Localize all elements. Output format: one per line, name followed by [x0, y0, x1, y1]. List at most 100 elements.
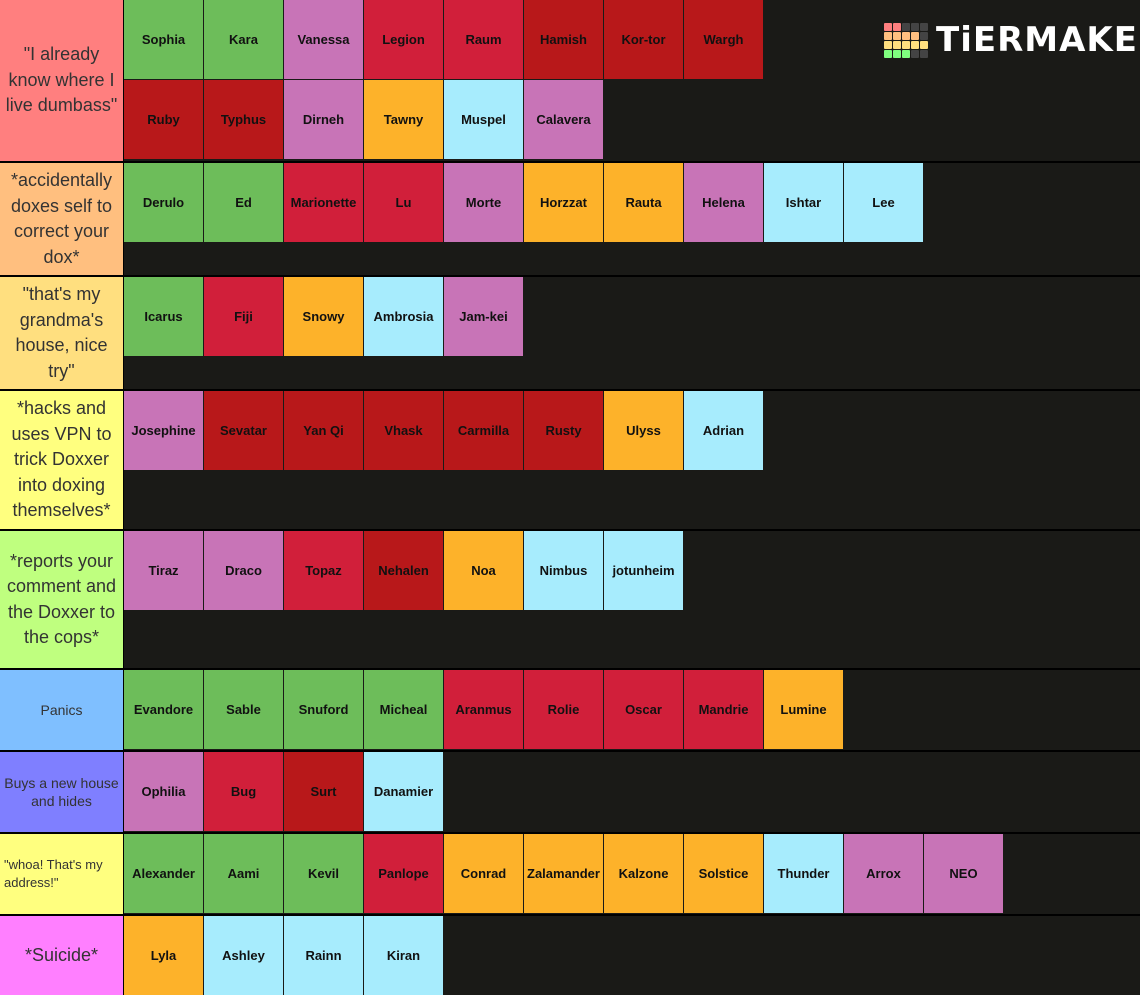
tier-items: Josephine Sevatar Yan Qi Vhask Carmilla Rusty…	[124, 391, 1139, 529]
tier-item: Marionette	[284, 163, 363, 242]
tier-items: Evandore Sable Snuford Micheal Aranmus Rolie O…	[124, 670, 1139, 750]
tier-item: Vanessa	[284, 0, 363, 79]
tier-item: Typhus	[204, 80, 283, 159]
tier-label: *hacks and uses VPN to trick Doxxer into…	[0, 391, 124, 529]
tier-item: Adrian	[684, 391, 763, 470]
tier-item: Aranmus	[444, 670, 523, 749]
tier-item: Wargh	[684, 0, 763, 79]
tier-label: "that's my grandma's house, nice try"	[0, 277, 124, 389]
tier-item: Bug	[204, 752, 283, 831]
tier-item: Topaz	[284, 531, 363, 610]
tier-item: Tawny	[364, 80, 443, 159]
tier-item: Kara	[204, 0, 283, 79]
tier-item: Kiran	[364, 916, 443, 995]
tier-label: Panics	[0, 670, 124, 750]
tier-label: *reports your comment and the Doxxer to …	[0, 531, 124, 668]
logo: TiERMAKER	[884, 20, 1140, 60]
tier-item: Lumine	[764, 670, 843, 749]
tier-item: Rainn	[284, 916, 363, 995]
tier-item: NEO	[924, 834, 1003, 913]
logo-icon	[884, 22, 928, 58]
tier-item: Lu	[364, 163, 443, 242]
tier-item: Jam-kei	[444, 277, 523, 356]
tier-item: Surt	[284, 752, 363, 831]
tier-item: Mandrie	[684, 670, 763, 749]
tier-row: "I already know where I live dumbass" Sop…	[0, 0, 1140, 161]
tier-item: Evandore	[124, 670, 203, 749]
tier-item: Ishtar	[764, 163, 843, 242]
tier-item: Vhask	[364, 391, 443, 470]
tier-items: Lyla Ashley Rainn Kiran	[124, 916, 1139, 995]
tier-label: "whoa! That's my address!"	[0, 834, 124, 914]
tier-row: Panics Evandore Sable Snuford Micheal Aranmus…	[0, 670, 1140, 750]
tier-item: Sable	[204, 670, 283, 749]
tier-item: Hamish	[524, 0, 603, 79]
tier-item: Horzzat	[524, 163, 603, 242]
tier-item: Helena	[684, 163, 763, 242]
tier-item: Ulyss	[604, 391, 683, 470]
tier-item: Sophia	[124, 0, 203, 79]
tier-item: Calavera	[524, 80, 603, 159]
tier-item: Kor-tor	[604, 0, 683, 79]
tier-item: Tiraz	[124, 531, 203, 610]
tier-item: Lyla	[124, 916, 203, 995]
tier-label: *accidentally doxes self to correct your…	[0, 163, 124, 275]
tier-item: Zalamander	[524, 834, 603, 913]
tier-item: Raum	[444, 0, 523, 79]
tier-item: Derulo	[124, 163, 203, 242]
tier-items: Alexander Aami Kevil Panlope Conrad Zalamande…	[124, 834, 1139, 914]
tier-row: *Suicide* Lyla Ashley Rainn Kiran	[0, 916, 1140, 995]
tier-item: Rusty	[524, 391, 603, 470]
tier-item: Nehalen	[364, 531, 443, 610]
tier-item: Fiji	[204, 277, 283, 356]
tier-item: Noa	[444, 531, 523, 610]
tier-item: Snowy	[284, 277, 363, 356]
tier-item: Micheal	[364, 670, 443, 749]
tier-item: Nimbus	[524, 531, 603, 610]
tier-item: Thunder	[764, 834, 843, 913]
tier-item: Draco	[204, 531, 283, 610]
tier-label: *Suicide*	[0, 916, 124, 995]
tier-item: Ed	[204, 163, 283, 242]
tier-label: Buys a new house and hides	[0, 752, 124, 832]
tier-item: Snuford	[284, 670, 363, 749]
tier-row: Buys a new house and hides Ophilia Bug Surt…	[0, 752, 1140, 832]
tier-item: Danamier	[364, 752, 443, 831]
tier-item: Muspel	[444, 80, 523, 159]
tier-item: Panlope	[364, 834, 443, 913]
tier-item: Rolie	[524, 670, 603, 749]
tier-item: Ambrosia	[364, 277, 443, 356]
tier-items: Icarus Fiji Snowy Ambrosia Jam-kei	[124, 277, 1139, 389]
tier-items: Ophilia Bug Surt Danamier	[124, 752, 1139, 832]
tier-item: Solstice	[684, 834, 763, 913]
tier-item: Morte	[444, 163, 523, 242]
tier-item: Ashley	[204, 916, 283, 995]
tier-item: Rauta	[604, 163, 683, 242]
tier-item: Sevatar	[204, 391, 283, 470]
tier-row: "that's my grandma's house, nice try" Ica…	[0, 277, 1140, 389]
tier-item: Carmilla	[444, 391, 523, 470]
tier-item: Oscar	[604, 670, 683, 749]
tier-item: Kalzone	[604, 834, 683, 913]
tier-label: "I already know where I live dumbass"	[0, 0, 124, 161]
tier-item: Dirneh	[284, 80, 363, 159]
tier-item: Conrad	[444, 834, 523, 913]
tier-row: *accidentally doxes self to correct your…	[0, 163, 1140, 275]
tier-item: Aami	[204, 834, 283, 913]
tier-row: "whoa! That's my address!" Alexander Aami K…	[0, 834, 1140, 914]
tier-row: *reports your comment and the Doxxer to …	[0, 531, 1140, 668]
tier-item: Ruby	[124, 80, 203, 159]
tier-item: Kevil	[284, 834, 363, 913]
logo-text: TiERMAKER	[936, 20, 1140, 60]
tier-items: Tiraz Draco Topaz Nehalen Noa Nimbus jotunheim	[124, 531, 1139, 668]
tier-item: Arrox	[844, 834, 923, 913]
tier-item: Yan Qi	[284, 391, 363, 470]
tier-items: Sophia Kara Vanessa Legion Raum Hamish Kor-tor…	[124, 0, 764, 161]
tier-item: jotunheim	[604, 531, 683, 610]
tier-item: Ophilia	[124, 752, 203, 831]
tier-item: Josephine	[124, 391, 203, 470]
tier-item: Legion	[364, 0, 443, 79]
tier-item: Alexander	[124, 834, 203, 913]
